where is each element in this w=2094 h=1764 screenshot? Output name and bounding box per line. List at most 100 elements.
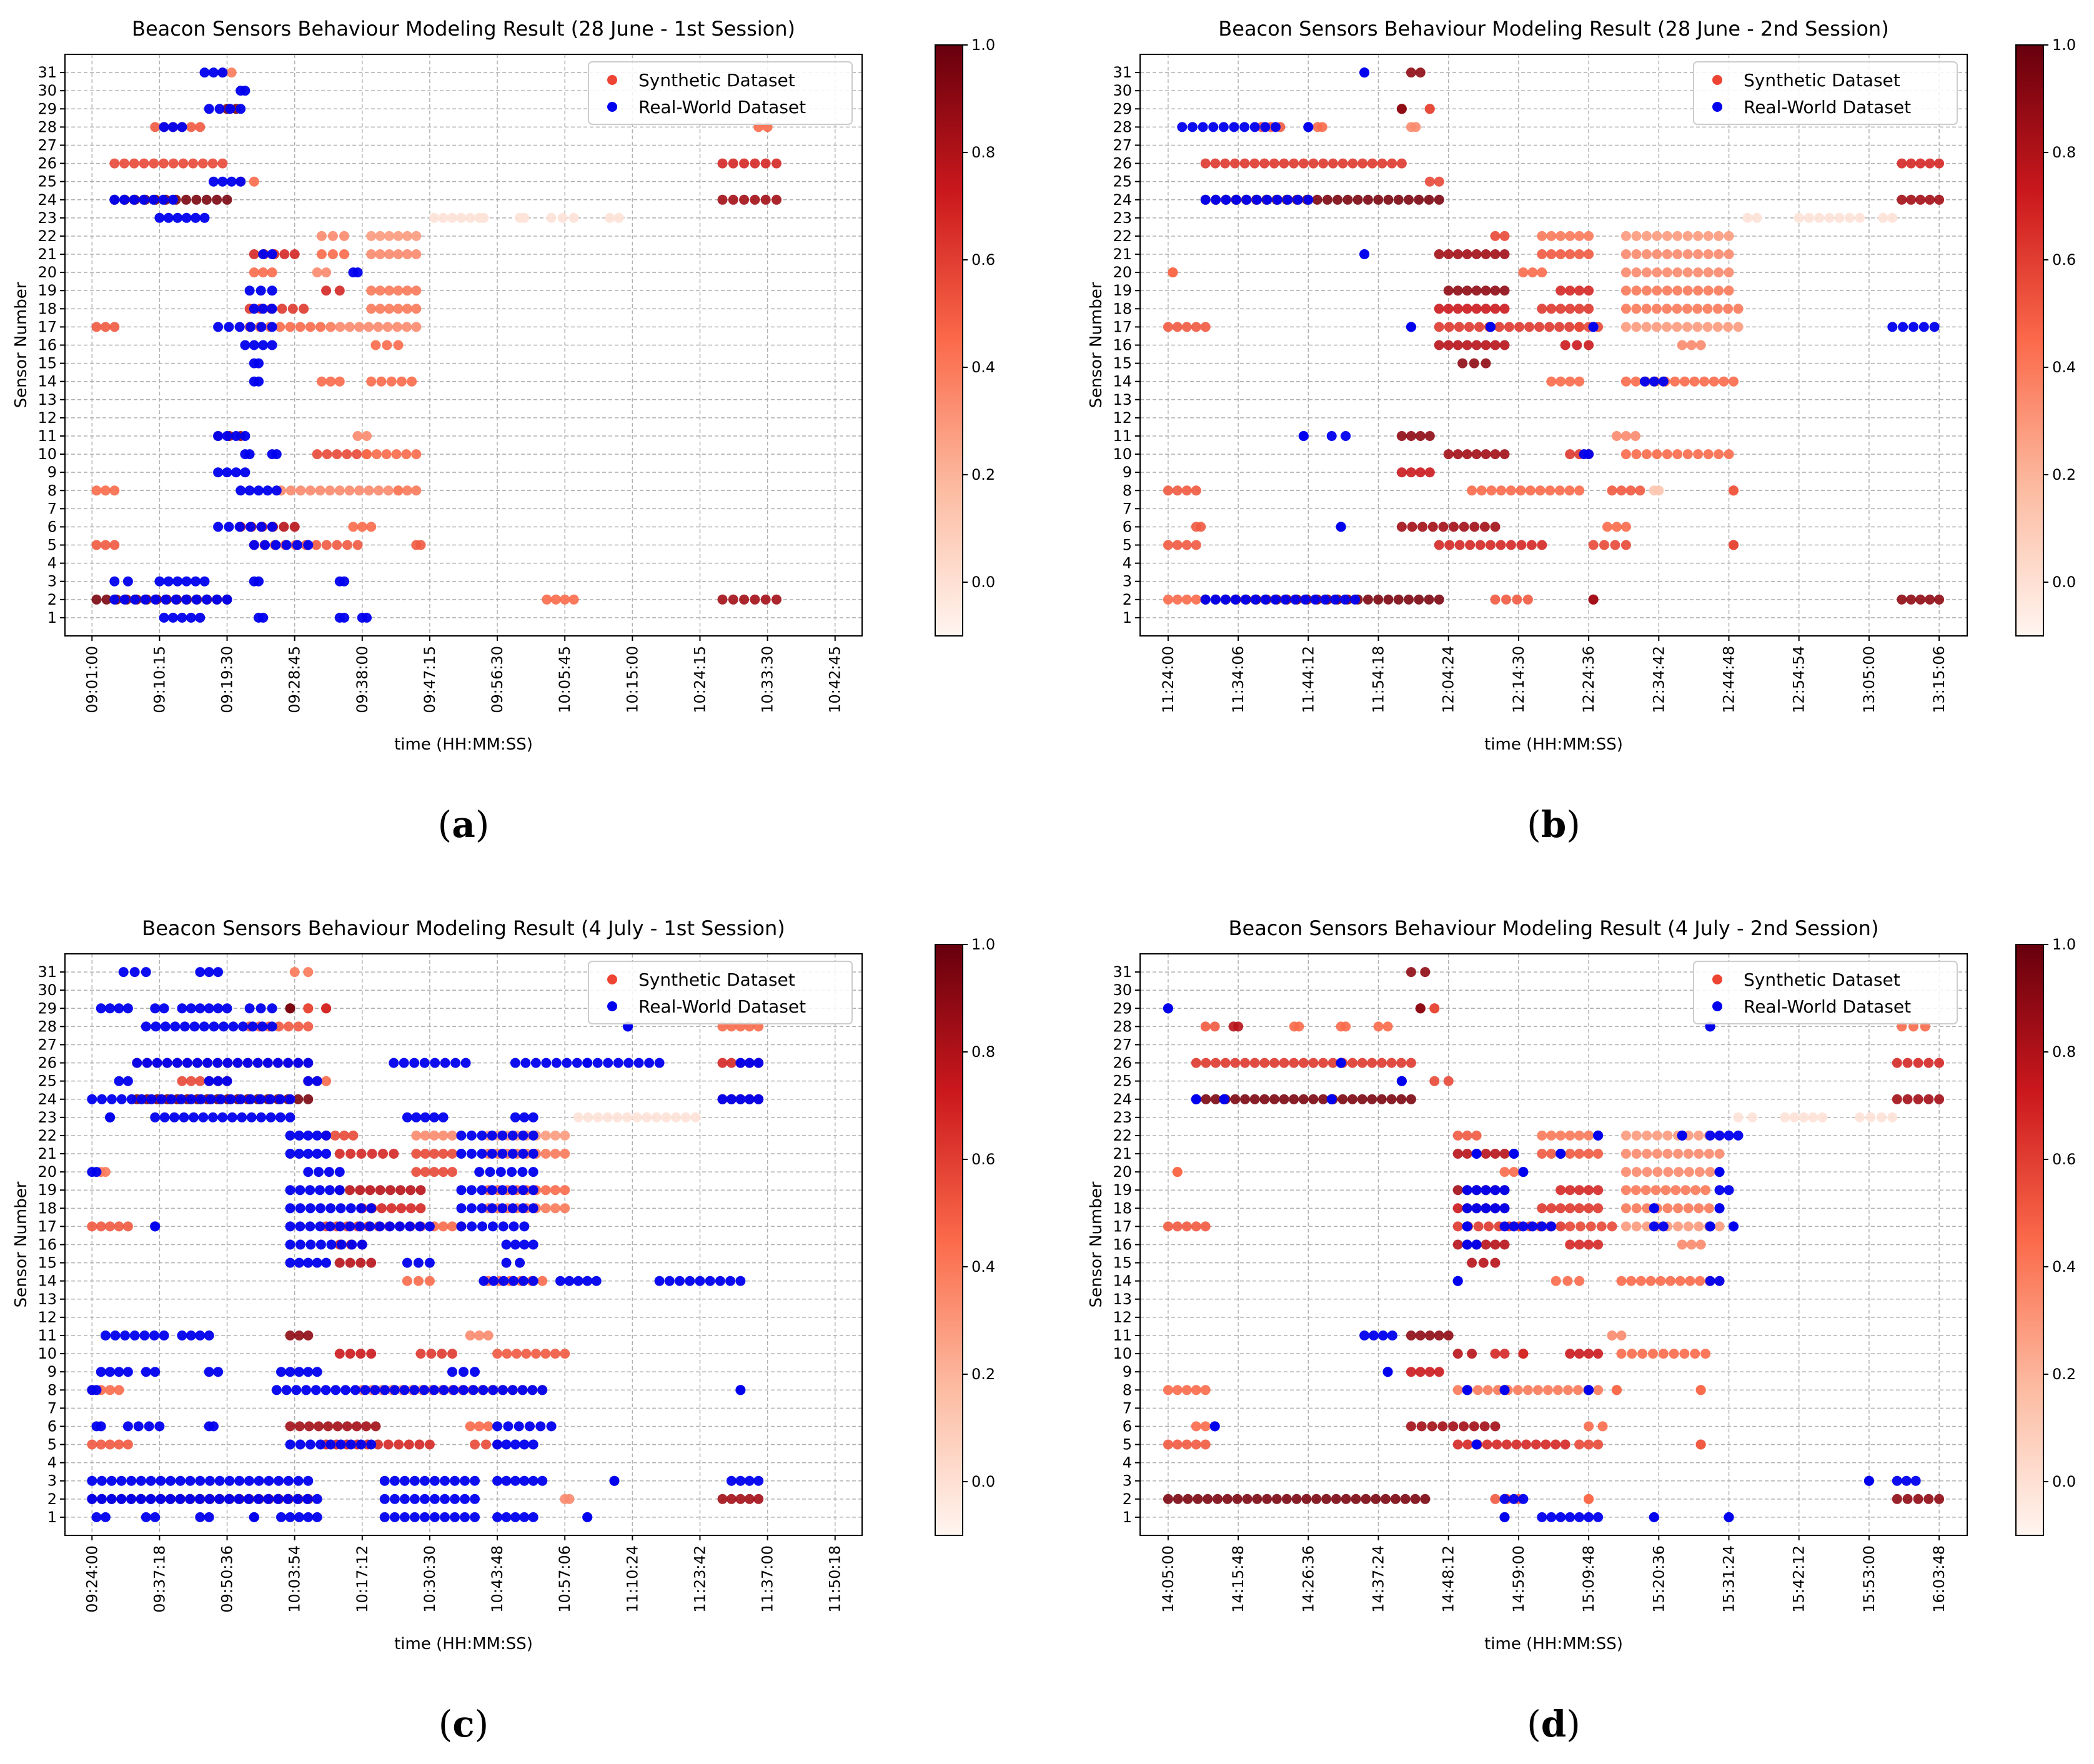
synthetic-point — [1481, 1239, 1491, 1250]
synthetic-point — [366, 249, 377, 259]
x-tick-label: 15:42:12 — [1790, 1545, 1808, 1613]
real-world-point — [212, 1058, 223, 1068]
real-world-point — [154, 212, 165, 223]
real-world-point — [507, 1203, 518, 1214]
real-world-point — [335, 1203, 346, 1214]
synthetic-point — [1396, 522, 1407, 532]
real-world-point — [325, 1221, 335, 1232]
real-world-point — [735, 1276, 746, 1286]
y-tick-label: 1 — [1123, 609, 1132, 627]
real-world-point — [664, 1276, 675, 1286]
real-world-point — [163, 212, 174, 223]
synthetic-point — [114, 1385, 124, 1395]
synthetic-point — [1406, 67, 1416, 78]
real-world-point — [1219, 1094, 1229, 1104]
real-world-point — [154, 576, 165, 587]
synthetic-point — [1464, 322, 1474, 332]
synthetic-point — [1724, 267, 1734, 278]
synthetic-point — [334, 376, 345, 387]
synthetic-point — [1465, 540, 1476, 550]
synthetic-point — [1574, 1149, 1585, 1159]
synthetic-point — [1693, 230, 1704, 241]
synthetic-point — [1331, 1494, 1341, 1504]
synthetic-point — [537, 1276, 548, 1286]
x-tick-label: 14:05:00 — [1159, 1545, 1177, 1613]
synthetic-point — [550, 1203, 560, 1214]
y-tick-label: 17 — [37, 1217, 57, 1235]
synthetic-point — [1808, 1112, 1819, 1122]
synthetic-point — [1229, 158, 1240, 169]
synthetic-point — [1729, 540, 1739, 550]
colorbar-tick-label: 1.0 — [971, 936, 995, 953]
synthetic-point — [1337, 1094, 1348, 1104]
synthetic-point — [1367, 1094, 1377, 1104]
synthetic-point — [1249, 1058, 1260, 1068]
synthetic-point — [1556, 230, 1566, 241]
real-world-point — [232, 1058, 243, 1068]
synthetic-point — [560, 594, 570, 605]
synthetic-point — [315, 485, 325, 496]
real-world-point — [527, 1385, 538, 1395]
real-world-point — [171, 594, 181, 605]
synthetic-point — [1481, 449, 1491, 460]
synthetic-point — [1672, 267, 1683, 278]
real-world-point — [1729, 1221, 1739, 1232]
synthetic-point — [753, 1494, 764, 1504]
real-world-point — [212, 594, 222, 605]
synthetic-point — [1522, 1385, 1533, 1395]
y-tick-label: 26 — [1113, 1054, 1132, 1072]
synthetic-point — [1240, 1094, 1250, 1104]
y-tick-label: 10 — [1113, 445, 1132, 463]
real-world-point — [519, 1221, 530, 1232]
synthetic-point — [1347, 158, 1358, 169]
x-tick-label: 13:15:06 — [1930, 646, 1948, 713]
real-world-point — [294, 1130, 304, 1141]
real-world-point — [518, 1276, 528, 1286]
y-tick-label: 9 — [1123, 463, 1132, 481]
real-world-point — [214, 1475, 225, 1486]
real-world-point — [1200, 194, 1211, 205]
real-world-point — [161, 594, 171, 605]
y-tick-label: 30 — [1113, 981, 1132, 999]
real-world-point — [213, 467, 224, 478]
synthetic-point — [1733, 1112, 1744, 1122]
real-world-point — [1714, 1276, 1725, 1286]
real-world-point — [675, 1276, 685, 1286]
colorbar-tick-label: 0.0 — [971, 573, 995, 591]
synthetic-point — [1281, 1494, 1292, 1504]
synthetic-point — [304, 1421, 314, 1432]
real-world-point — [252, 1058, 263, 1068]
y-tick-label: 24 — [37, 1091, 57, 1108]
plot-frame — [64, 953, 863, 1536]
synthetic-point — [438, 1130, 449, 1141]
real-world-point — [129, 1330, 140, 1340]
synthetic-point — [1593, 1185, 1604, 1196]
synthetic-point — [405, 1185, 416, 1196]
synthetic-point — [1443, 1330, 1454, 1340]
real-world-point — [294, 1512, 304, 1522]
colorbar: 0.00.20.40.60.81.0 — [935, 36, 995, 637]
synthetic-point — [277, 304, 287, 314]
real-world-point — [623, 1058, 634, 1068]
synthetic-point — [1865, 1112, 1876, 1122]
real-world-point — [744, 1094, 755, 1104]
real-world-point — [217, 176, 228, 187]
synthetic-point — [1424, 194, 1434, 205]
y-tick-label: 13 — [1113, 391, 1132, 409]
real-world-point — [1241, 194, 1252, 205]
synthetic-point — [1259, 1094, 1270, 1104]
synthetic-point — [1469, 358, 1479, 369]
real-world-point — [205, 1475, 215, 1486]
real-world-point — [509, 1221, 519, 1232]
real-world-point — [528, 1239, 538, 1250]
synthetic-point — [1416, 1421, 1427, 1432]
synthetic-point — [1301, 1494, 1312, 1504]
synthetic-point — [1584, 1349, 1594, 1359]
real-world-point — [1898, 322, 1908, 332]
synthetic-point — [1203, 1494, 1213, 1504]
synthetic-point — [1196, 522, 1206, 532]
series-real-world — [1163, 1003, 1921, 1522]
real-world-point — [162, 1058, 172, 1068]
real-world-point — [1350, 594, 1361, 605]
synthetic-point — [1367, 1058, 1377, 1068]
